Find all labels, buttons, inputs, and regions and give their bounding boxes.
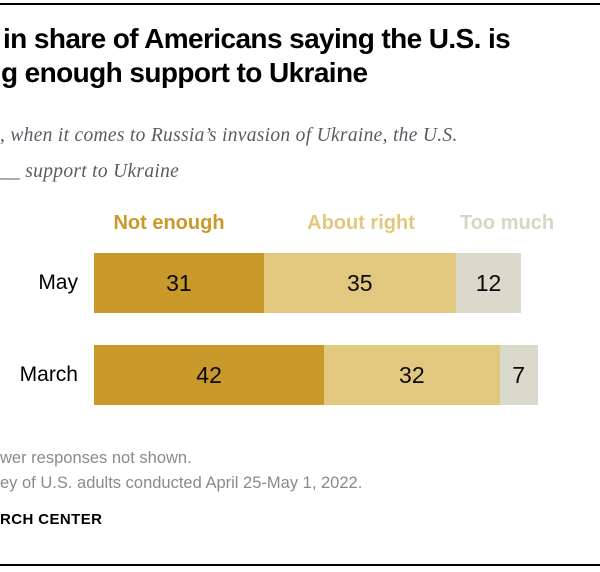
chart-subtitle: , when it comes to Russia’s invasion of … [0, 118, 458, 190]
bar-segment: 12 [455, 253, 522, 313]
chart-note-line2: ey of U.S. adults conducted April 25-May… [0, 474, 363, 492]
bar-row-may: May 31 35 12 [0, 253, 600, 313]
bar-segment: 32 [324, 345, 500, 405]
chart-title-line2: g enough support to Ukraine [1, 57, 368, 88]
segment-value-label: 42 [196, 361, 222, 388]
bar-segment: 7 [499, 345, 538, 405]
segment-value-label: 12 [475, 269, 502, 296]
bar-segment: 42 [94, 345, 325, 405]
bar-segment: 31 [94, 253, 264, 313]
segment-value-label: 31 [166, 269, 192, 296]
bar-row-march: March 42 32 7 [0, 345, 600, 405]
top-divider [0, 3, 600, 5]
chart-title: in share of Americans saying the U.S. is… [1, 22, 511, 90]
bar-segment: 35 [263, 253, 456, 313]
legend-label-about-right: About right [307, 212, 415, 234]
legend-label-too-much: Too much [459, 212, 555, 234]
chart-note-line1: wer responses not shown. [0, 449, 192, 467]
segment-value-label: 7 [512, 361, 526, 388]
bottom-divider [0, 564, 600, 566]
segment-value-label: 32 [399, 361, 425, 388]
source-attribution: RCH CENTER [0, 511, 103, 528]
chart-subtitle-line1: , when it comes to Russia’s invasion of … [0, 125, 458, 146]
category-label: May [38, 271, 78, 294]
category-label: March [19, 363, 78, 386]
chart-notes: wer responses not shown. ey of U.S. adul… [0, 446, 362, 496]
legend-label-not-enough: Not enough [113, 212, 225, 234]
chart-title-line1: in share of Americans saying the U.S. is [3, 23, 511, 54]
chart-subtitle-line2: __ support to Ukraine [0, 161, 180, 182]
segment-value-label: 35 [346, 269, 373, 296]
